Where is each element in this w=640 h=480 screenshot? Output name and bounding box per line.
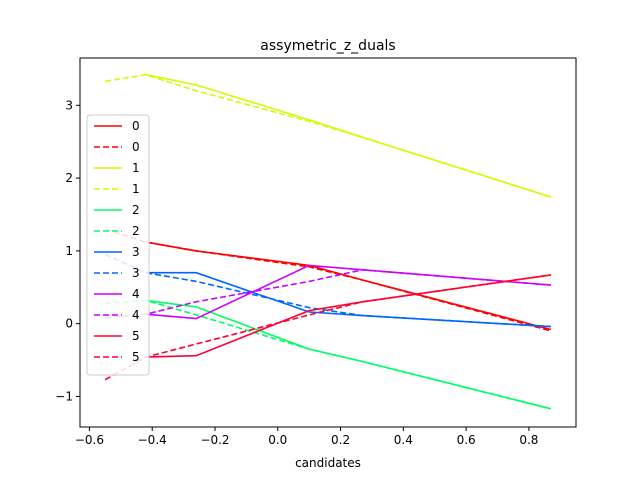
x-tick-label: 0.4 [394,433,413,447]
legend-box [86,114,150,376]
chart-title: assymetric_z_duals [260,38,395,54]
y-tick-label: 2 [65,171,73,185]
y-tick-label: 3 [65,98,73,112]
x-tick-label: 0.8 [519,433,538,447]
series-line-1-dashed [104,73,552,198]
series-line-1-solid [145,73,552,198]
legend-label: 5 [132,329,140,343]
x-tick-label: 0.6 [457,433,476,447]
legend-label: 4 [132,308,140,322]
legend-label: 1 [132,161,140,175]
series-line-2-dashed [105,299,552,410]
x-tick-label: 0.0 [268,433,287,447]
x-tick-label: −0.6 [75,433,104,447]
legend: 0 0 1 1 2 2 3 3 4 4 5 5 [86,114,150,376]
plot-frame [79,57,577,428]
legend-label: 2 [132,224,140,238]
legend-label: 3 [132,266,140,280]
legend-label: 0 [132,119,140,133]
legend-label: 0 [132,140,140,154]
legend-label: 1 [132,182,140,196]
x-axis: −0.6 −0.4 −0.2 0.0 0.2 0.4 0.6 0.8 [75,427,538,447]
x-tick-label: −0.2 [200,433,229,447]
y-tick-label: 1 [65,244,73,258]
x-tick-label: −0.4 [138,433,167,447]
y-axis: −1 0 1 2 3 [55,98,80,403]
y-tick-label: −1 [55,389,73,403]
legend-label: 3 [132,245,140,259]
series-line-4-dashed [105,268,551,319]
legend-label: 2 [132,203,140,217]
legend-label: 4 [132,287,140,301]
x-axis-label: candidates [295,456,361,470]
y-tick-label: 0 [65,317,73,331]
x-tick-label: 0.2 [331,433,350,447]
legend-label: 5 [132,350,140,364]
